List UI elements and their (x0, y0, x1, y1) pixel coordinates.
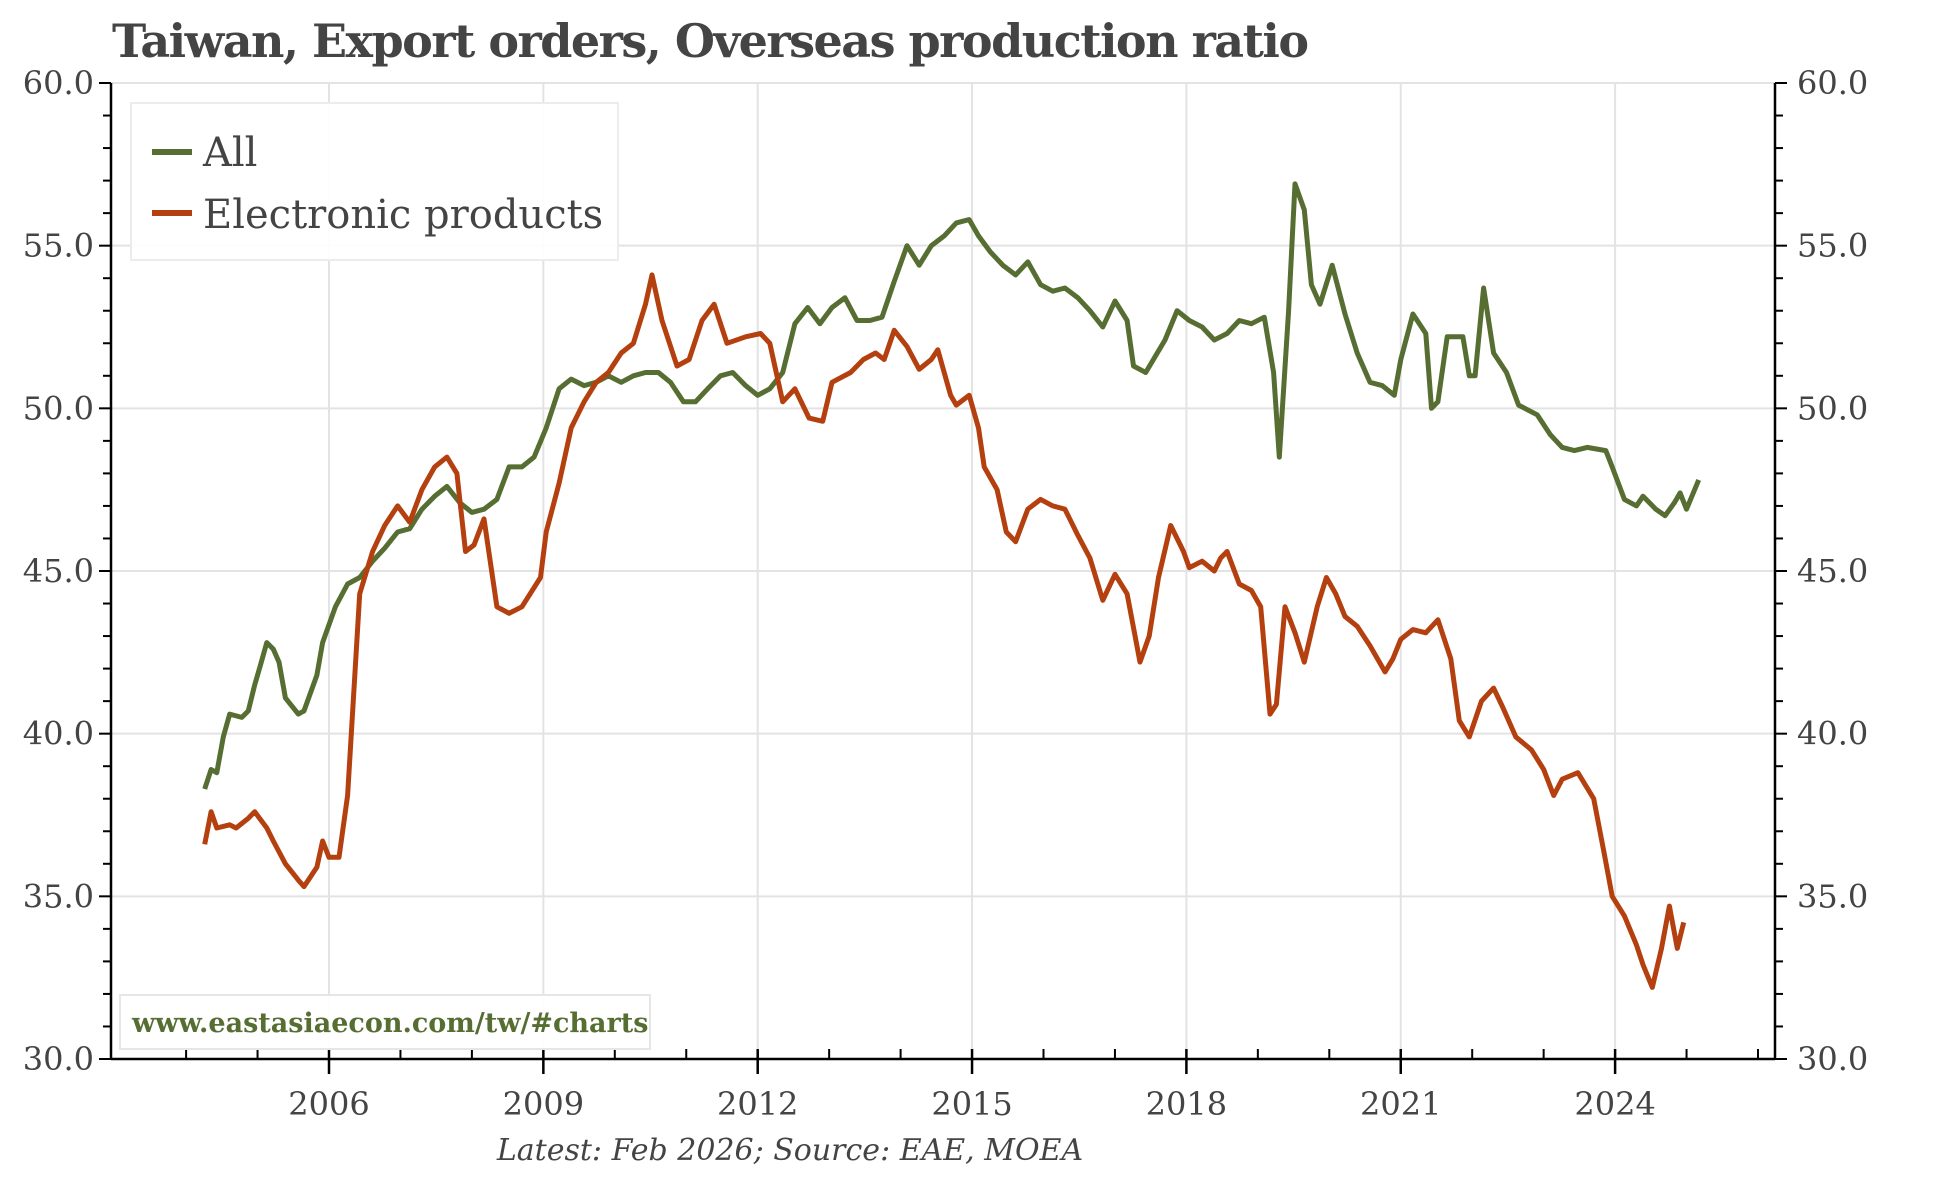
series-lines (202, 181, 1702, 990)
watermark-text: www.eastasiaecon.com/tw/#charts (131, 1008, 648, 1039)
y-tick-label-right: 45.0 (1797, 552, 1868, 590)
legend-label-all: All (202, 130, 257, 176)
y-tick-label-right: 50.0 (1797, 389, 1868, 427)
x-tick-label: 2009 (503, 1085, 584, 1123)
x-tick-label: 2006 (288, 1085, 369, 1123)
y-tick-label-left: 45.0 (23, 552, 94, 590)
legend-box (130, 102, 619, 261)
watermark-box (119, 994, 651, 1050)
y-tick-label-right: 40.0 (1797, 715, 1868, 753)
legend: All Electronic products (130, 102, 619, 261)
x-tick-label: 2015 (931, 1085, 1012, 1123)
watermark: www.eastasiaecon.com/tw/#charts (119, 994, 651, 1050)
y-tick-label-left: 40.0 (23, 715, 94, 753)
y-tick-label-left: 30.0 (23, 1040, 94, 1078)
x-tick-label: 2018 (1146, 1085, 1227, 1123)
x-tick-label: 2012 (717, 1085, 798, 1123)
y-tick-label-right: 60.0 (1797, 64, 1868, 102)
y-tick-label-left: 60.0 (23, 64, 94, 102)
y-tick-label-right: 35.0 (1797, 877, 1868, 915)
series-line-electronic-products (202, 272, 1687, 990)
chart-title: Taiwan, Export orders, Overseas producti… (112, 14, 1309, 68)
x-tick-label: 2021 (1360, 1085, 1441, 1123)
series-line-all (202, 181, 1702, 790)
y-tick-label-left: 50.0 (23, 389, 94, 427)
y-tick-label-right: 55.0 (1797, 227, 1868, 265)
x-tick-label: 2024 (1574, 1085, 1655, 1123)
y-tick-label-left: 55.0 (23, 227, 94, 265)
legend-label-electronic: Electronic products (203, 192, 603, 238)
footer-source: Latest: Feb 2026; Source: EAE, MOEA (496, 1133, 1083, 1168)
y-tick-label-left: 35.0 (23, 877, 94, 915)
axes: 30.0 30.0 35.0 35.0 40.0 40.0 45.0 45.0 50.0 50.0… (23, 64, 1869, 1123)
y-tick-label-right: 30.0 (1797, 1040, 1868, 1078)
